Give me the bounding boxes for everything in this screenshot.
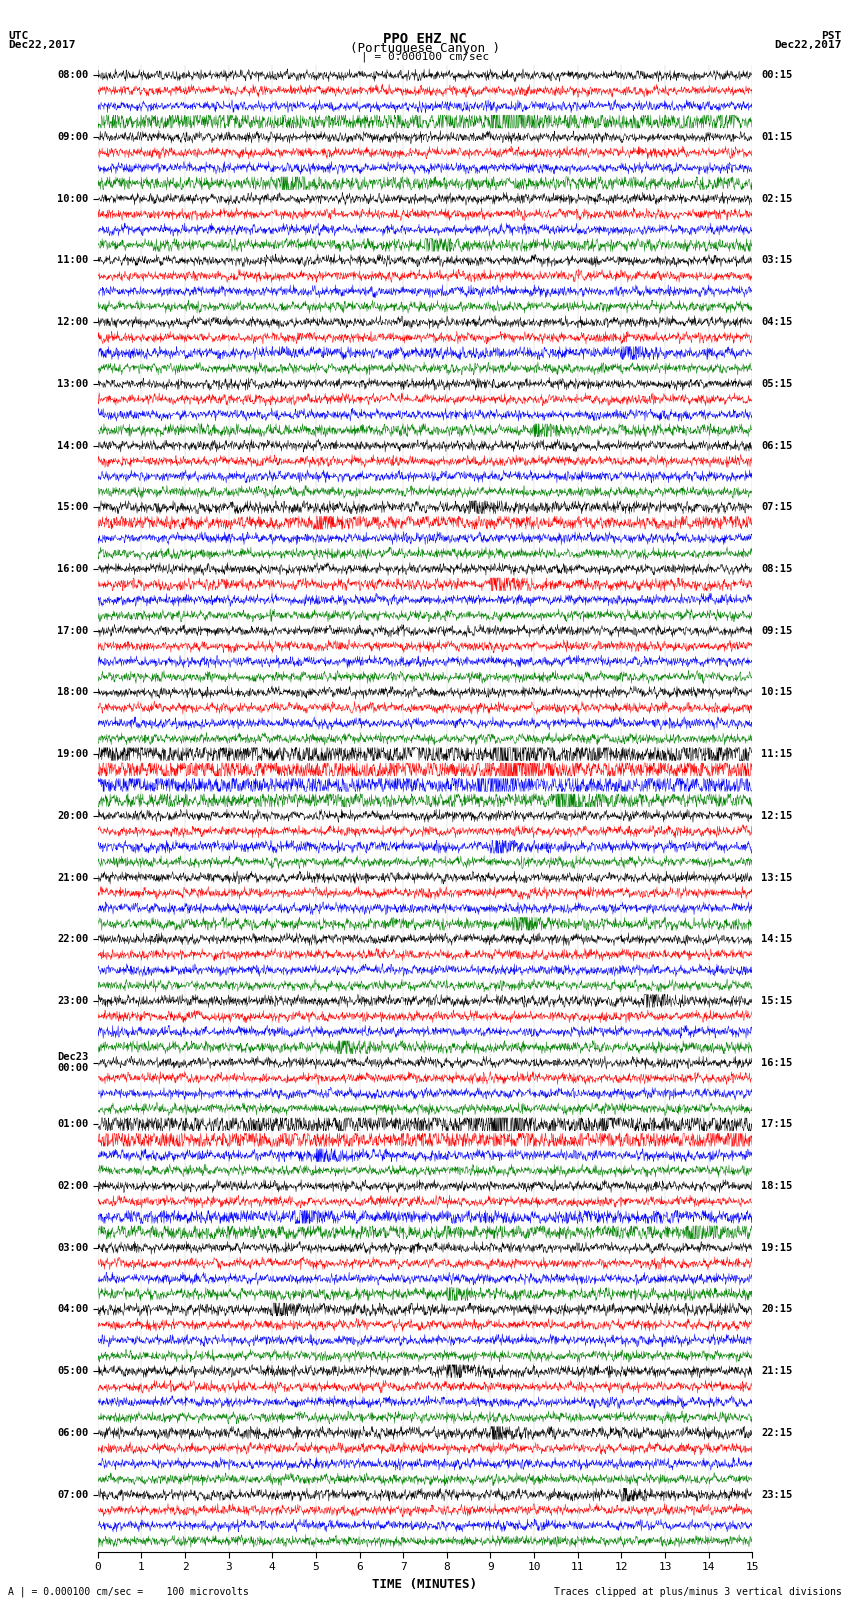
Text: (Portuguese Canyon ): (Portuguese Canyon ) xyxy=(350,42,500,55)
Text: UTC: UTC xyxy=(8,31,29,40)
Text: Traces clipped at plus/minus 3 vertical divisions: Traces clipped at plus/minus 3 vertical … xyxy=(553,1587,842,1597)
Text: A | = 0.000100 cm/sec =    100 microvolts: A | = 0.000100 cm/sec = 100 microvolts xyxy=(8,1586,249,1597)
Text: PST: PST xyxy=(821,31,842,40)
X-axis label: TIME (MINUTES): TIME (MINUTES) xyxy=(372,1578,478,1590)
Text: Dec22,2017: Dec22,2017 xyxy=(8,40,76,50)
Text: Dec22,2017: Dec22,2017 xyxy=(774,40,842,50)
Text: PPO EHZ NC: PPO EHZ NC xyxy=(383,32,467,47)
Text: | = 0.000100 cm/sec: | = 0.000100 cm/sec xyxy=(361,52,489,63)
